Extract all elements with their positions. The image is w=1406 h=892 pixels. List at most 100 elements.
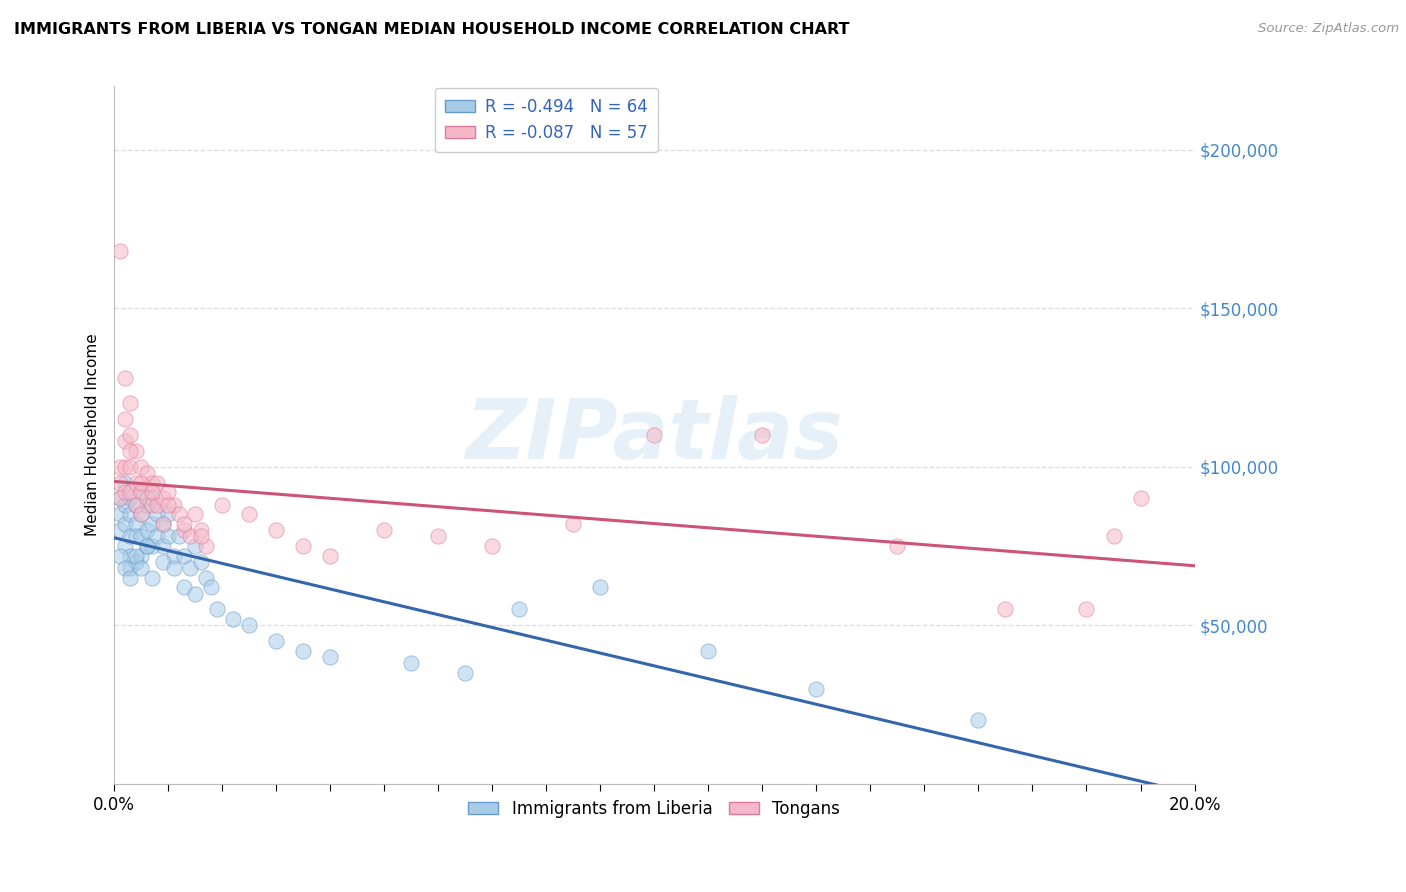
Point bbox=[135, 539, 157, 553]
Point bbox=[108, 244, 131, 259]
Point bbox=[195, 571, 218, 585]
Point bbox=[108, 523, 131, 537]
Legend: Immigrants from Liberia, Tongans: Immigrants from Liberia, Tongans bbox=[461, 793, 846, 824]
Point bbox=[114, 561, 136, 575]
Point bbox=[162, 498, 184, 512]
Point bbox=[292, 539, 315, 553]
Point bbox=[146, 498, 169, 512]
Point bbox=[114, 412, 136, 426]
Point bbox=[264, 634, 287, 648]
Point bbox=[319, 649, 342, 664]
Point bbox=[114, 485, 136, 500]
Point bbox=[697, 643, 720, 657]
Point bbox=[125, 555, 148, 569]
Point bbox=[1076, 602, 1098, 616]
Point bbox=[264, 523, 287, 537]
Point bbox=[886, 539, 908, 553]
Point bbox=[125, 498, 148, 512]
Point bbox=[108, 491, 131, 506]
Point bbox=[141, 475, 163, 490]
Point bbox=[589, 580, 612, 594]
Point bbox=[120, 571, 142, 585]
Point bbox=[967, 714, 990, 728]
Point bbox=[135, 539, 157, 553]
Text: Source: ZipAtlas.com: Source: ZipAtlas.com bbox=[1258, 22, 1399, 36]
Point bbox=[120, 443, 142, 458]
Point bbox=[184, 586, 207, 600]
Point bbox=[173, 549, 195, 563]
Point bbox=[751, 428, 773, 442]
Point bbox=[120, 396, 142, 410]
Point bbox=[152, 516, 174, 531]
Text: ZIPatlas: ZIPatlas bbox=[465, 394, 844, 475]
Point bbox=[120, 428, 142, 442]
Point bbox=[1102, 529, 1125, 543]
Point bbox=[129, 485, 152, 500]
Point bbox=[141, 491, 163, 506]
Point bbox=[114, 498, 136, 512]
Point bbox=[135, 523, 157, 537]
Point bbox=[108, 491, 131, 506]
Point bbox=[162, 561, 184, 575]
Point bbox=[173, 580, 195, 594]
Point bbox=[108, 508, 131, 522]
Point bbox=[120, 508, 142, 522]
Point bbox=[114, 516, 136, 531]
Point bbox=[129, 508, 152, 522]
Point bbox=[135, 491, 157, 506]
Point bbox=[152, 539, 174, 553]
Point bbox=[108, 459, 131, 474]
Point bbox=[141, 485, 163, 500]
Text: IMMIGRANTS FROM LIBERIA VS TONGAN MEDIAN HOUSEHOLD INCOME CORRELATION CHART: IMMIGRANTS FROM LIBERIA VS TONGAN MEDIAN… bbox=[14, 22, 849, 37]
Point bbox=[120, 459, 142, 474]
Point bbox=[141, 498, 163, 512]
Point bbox=[195, 539, 218, 553]
Point bbox=[135, 498, 157, 512]
Point bbox=[806, 681, 828, 696]
Point bbox=[129, 508, 152, 522]
Point bbox=[135, 466, 157, 480]
Point bbox=[562, 516, 585, 531]
Point bbox=[108, 549, 131, 563]
Point bbox=[114, 459, 136, 474]
Point bbox=[120, 529, 142, 543]
Point bbox=[222, 612, 245, 626]
Point bbox=[157, 508, 180, 522]
Point bbox=[141, 516, 163, 531]
Point bbox=[167, 508, 190, 522]
Point bbox=[508, 602, 530, 616]
Point bbox=[1129, 491, 1152, 506]
Point bbox=[157, 485, 180, 500]
Point bbox=[125, 516, 148, 531]
Point bbox=[114, 371, 136, 385]
Point bbox=[125, 475, 148, 490]
Point bbox=[179, 561, 201, 575]
Point bbox=[373, 523, 395, 537]
Point bbox=[114, 434, 136, 449]
Point bbox=[120, 491, 142, 506]
Point bbox=[146, 475, 169, 490]
Point bbox=[114, 539, 136, 553]
Point bbox=[141, 571, 163, 585]
Point bbox=[120, 549, 142, 563]
Point bbox=[173, 516, 195, 531]
Point bbox=[152, 516, 174, 531]
Point bbox=[141, 539, 163, 553]
Point bbox=[120, 561, 142, 575]
Point bbox=[211, 498, 233, 512]
Point bbox=[129, 561, 152, 575]
Point bbox=[167, 529, 190, 543]
Point bbox=[184, 508, 207, 522]
Point bbox=[179, 529, 201, 543]
Point bbox=[238, 618, 260, 632]
Point bbox=[114, 475, 136, 490]
Point bbox=[190, 529, 212, 543]
Point bbox=[319, 549, 342, 563]
Point bbox=[125, 549, 148, 563]
Point bbox=[108, 475, 131, 490]
Point bbox=[643, 428, 665, 442]
Point bbox=[129, 459, 152, 474]
Point bbox=[454, 665, 477, 680]
Point bbox=[401, 657, 423, 671]
Point bbox=[173, 523, 195, 537]
